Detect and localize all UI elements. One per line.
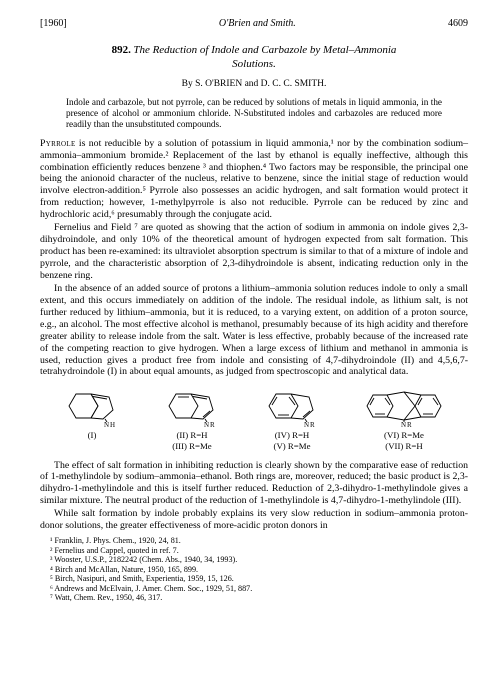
structure-VI-svg: N R [361,386,447,428]
paragraph-3: In the absence of an added source of pro… [40,283,468,379]
paragraph-2: Fernelius and Field ⁷ are quoted as show… [40,222,468,282]
structure-VI: N R [361,386,447,428]
label-III: (III) R=Me [161,441,223,452]
article-title-line1: The Reduction of Indole and Carbazole by… [133,44,396,56]
structure-I: N H [61,386,123,428]
label-VI: (VI) R=Me [361,430,447,441]
label-V: (V) R=Me [261,441,323,452]
structure-row: N H N R [42,386,466,428]
label-col-2: (II) R=H (III) R=Me [161,430,223,451]
footnotes: ¹ Franklin, J. Phys. Chem., 1920, 24, 81… [40,536,468,603]
paragraph-5: While salt formation by indole probably … [40,508,468,532]
label-II: (II) R=H [161,430,223,441]
footnote-5: ⁵ Birch, Nasipuri, and Smith, Experienti… [40,574,468,584]
footnote-3: ³ Wooster, U.S.P., 2182242 (Chem. Abs., … [40,555,468,565]
label-I: (I) [61,430,123,441]
nh-label-I-h: H [110,421,115,428]
paragraph-1-rest: is not reducible by a solution of potass… [40,138,468,221]
footnote-2: ² Fernelius and Cappel, quoted in ref. 7… [40,546,468,556]
runhead-year: [1960] [40,18,67,30]
label-IV: (IV) R=H [261,430,323,441]
runhead-authors: O'Brien and Smith. [219,18,296,30]
label-col-3: (IV) R=H (V) R=Me [261,430,323,451]
paragraph-1: Pyrrole is not reducible by a solution o… [40,138,468,222]
r-label-II: R [210,421,215,428]
structure-labels: (I) (II) R=H (III) R=Me (IV) R=H (V) R=M… [42,430,466,451]
runhead-page: 4609 [448,18,468,30]
r-label-IV: R [310,421,315,428]
footnote-4: ⁴ Birch and McAllan, Nature, 1950, 165, … [40,565,468,575]
label-col-1: (I) [61,430,123,451]
footnote-6: ⁶ Andrews and McElvain, J. Amer. Chem. S… [40,584,468,594]
n-label-VI: N [401,421,406,428]
structure-IV: N R [261,386,323,428]
footnote-1: ¹ Franklin, J. Phys. Chem., 1920, 24, 81… [40,536,468,546]
label-col-4: (VI) R=Me (VII) R=H [361,430,447,451]
paragraph-1-lead: Pyrrole [40,138,76,149]
article-title: 892. The Reduction of Indole and Carbazo… [40,44,468,71]
structure-II-svg: N R [161,386,223,428]
abstract: Indole and carbazole, but not pyrrole, c… [66,97,442,130]
r-label-VI: R [407,421,412,428]
paragraph-4: The effect of salt formation in inhibiti… [40,460,468,508]
article-number: 892. [112,44,131,56]
structure-II: N R [161,386,223,428]
footnote-7: ⁷ Watt, Chem. Rev., 1950, 46, 317. [40,593,468,603]
byline: By S. O'BRIEN and D. C. C. SMITH. [40,79,468,91]
structure-I-svg: N H [61,386,123,428]
article-title-line2: Solutions. [232,58,276,70]
label-VII: (VII) R=H [361,441,447,452]
running-head: [1960] O'Brien and Smith. 4609 [40,18,468,30]
structure-IV-svg: N R [261,386,323,428]
